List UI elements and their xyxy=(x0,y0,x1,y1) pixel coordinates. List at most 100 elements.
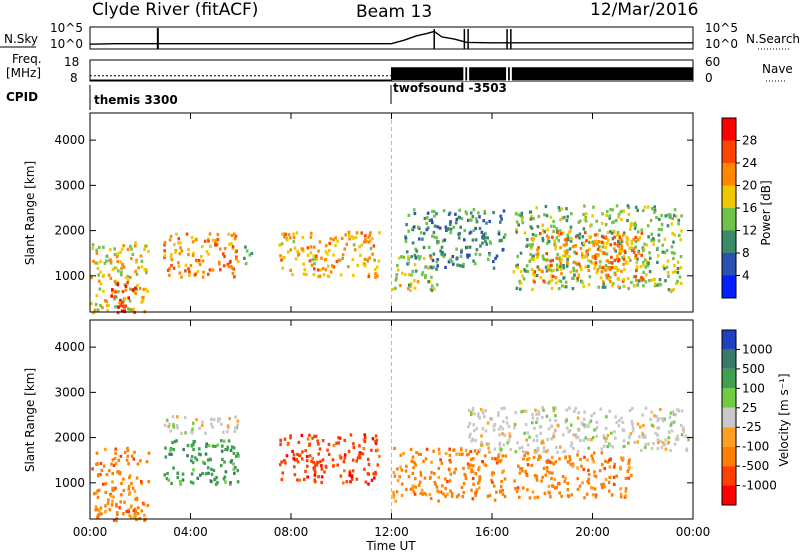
echo-cell xyxy=(576,435,580,439)
echo-cell xyxy=(313,262,316,266)
echo-cell xyxy=(337,441,341,445)
echo-cell xyxy=(308,433,311,437)
echo-cell xyxy=(550,278,554,282)
echo-cell xyxy=(602,241,606,245)
echo-cell xyxy=(608,275,612,280)
echo-cell xyxy=(591,486,595,490)
echo-cell xyxy=(210,422,213,426)
echo-cell xyxy=(332,265,336,269)
echo-cell xyxy=(349,433,353,437)
echo-cell xyxy=(523,231,527,235)
echo-cell xyxy=(366,472,370,476)
echo-cell xyxy=(312,254,316,258)
echo-cell xyxy=(111,267,115,271)
echo-cell xyxy=(111,486,114,490)
echo-cell xyxy=(566,248,569,253)
power-echo-cells xyxy=(90,113,683,315)
echo-cell xyxy=(569,444,573,448)
echo-cell xyxy=(624,476,628,480)
echo-cell xyxy=(197,452,201,456)
echo-cell xyxy=(574,261,577,265)
echo-cell xyxy=(469,412,473,417)
echo-cell xyxy=(554,276,558,280)
echo-cell xyxy=(526,443,530,447)
echo-cell xyxy=(589,240,593,244)
power-colorbar-segment xyxy=(722,140,736,163)
echo-cell xyxy=(601,251,605,255)
echo-cell xyxy=(133,244,137,248)
nave-tick-top: 60 xyxy=(705,55,720,69)
echo-cell xyxy=(468,245,472,249)
echo-cell xyxy=(327,442,331,447)
echo-cell xyxy=(630,239,634,243)
echo-cell xyxy=(461,452,464,456)
echo-cell xyxy=(426,216,429,220)
echo-cell xyxy=(94,261,98,265)
power-colorbar-tick-label: 8 xyxy=(742,246,750,260)
echo-cell xyxy=(368,233,372,237)
echo-cell xyxy=(585,212,588,216)
echo-cell xyxy=(401,271,404,275)
echo-cell xyxy=(642,260,645,265)
echo-cell xyxy=(524,451,528,455)
echo-cell xyxy=(546,241,549,245)
echo-cell xyxy=(334,243,337,247)
echo-cell xyxy=(471,238,475,242)
echo-cell xyxy=(673,263,676,268)
echo-cell xyxy=(284,461,287,465)
echo-cell xyxy=(358,245,361,249)
echo-cell xyxy=(470,488,473,492)
echo-cell xyxy=(457,236,461,240)
echo-cell xyxy=(528,259,531,263)
echo-cell xyxy=(458,208,461,212)
echo-cell xyxy=(665,248,669,253)
y-tick-label: 3000 xyxy=(54,385,85,399)
echo-cell xyxy=(116,311,120,315)
echo-cell xyxy=(94,302,98,307)
echo-cell xyxy=(522,457,525,461)
echo-cell xyxy=(176,426,179,430)
echo-cell xyxy=(312,245,316,249)
echo-cell xyxy=(558,457,561,461)
echo-cell xyxy=(671,232,674,236)
echo-cell xyxy=(170,481,173,486)
echo-cell xyxy=(235,454,238,458)
echo-cell xyxy=(640,253,643,257)
echo-cell xyxy=(587,468,590,472)
echo-cell xyxy=(641,209,645,213)
echo-cell xyxy=(588,247,591,251)
echo-cell xyxy=(364,480,368,484)
echo-cell xyxy=(190,236,194,240)
echo-cell xyxy=(121,300,124,304)
echo-cell xyxy=(361,452,365,456)
echo-cell xyxy=(613,482,616,486)
echo-cell xyxy=(687,438,690,442)
echo-cell xyxy=(286,250,290,254)
echo-cell xyxy=(471,437,474,441)
echo-cell xyxy=(585,492,589,496)
echo-cell xyxy=(478,416,481,420)
echo-cell xyxy=(136,511,140,515)
echo-cell xyxy=(596,268,600,272)
echo-cell xyxy=(205,442,208,446)
echo-cell xyxy=(608,280,612,284)
echo-cell xyxy=(98,287,102,291)
echo-cell xyxy=(430,275,433,279)
echo-cell xyxy=(95,462,98,466)
echo-cell xyxy=(355,459,358,463)
echo-cell xyxy=(90,302,93,306)
echo-cell xyxy=(296,249,299,253)
echo-cell xyxy=(669,214,672,218)
echo-cell xyxy=(142,295,145,299)
echo-cell xyxy=(612,229,616,233)
echo-cell xyxy=(187,247,190,252)
echo-cell xyxy=(196,260,199,264)
echo-cell xyxy=(105,473,109,477)
echo-cell xyxy=(652,242,655,246)
echo-cell xyxy=(309,235,313,239)
echo-cell xyxy=(582,438,586,442)
echo-cell xyxy=(139,254,143,258)
echo-cell xyxy=(429,256,433,260)
echo-cell xyxy=(122,477,125,481)
echo-cell xyxy=(140,259,144,263)
